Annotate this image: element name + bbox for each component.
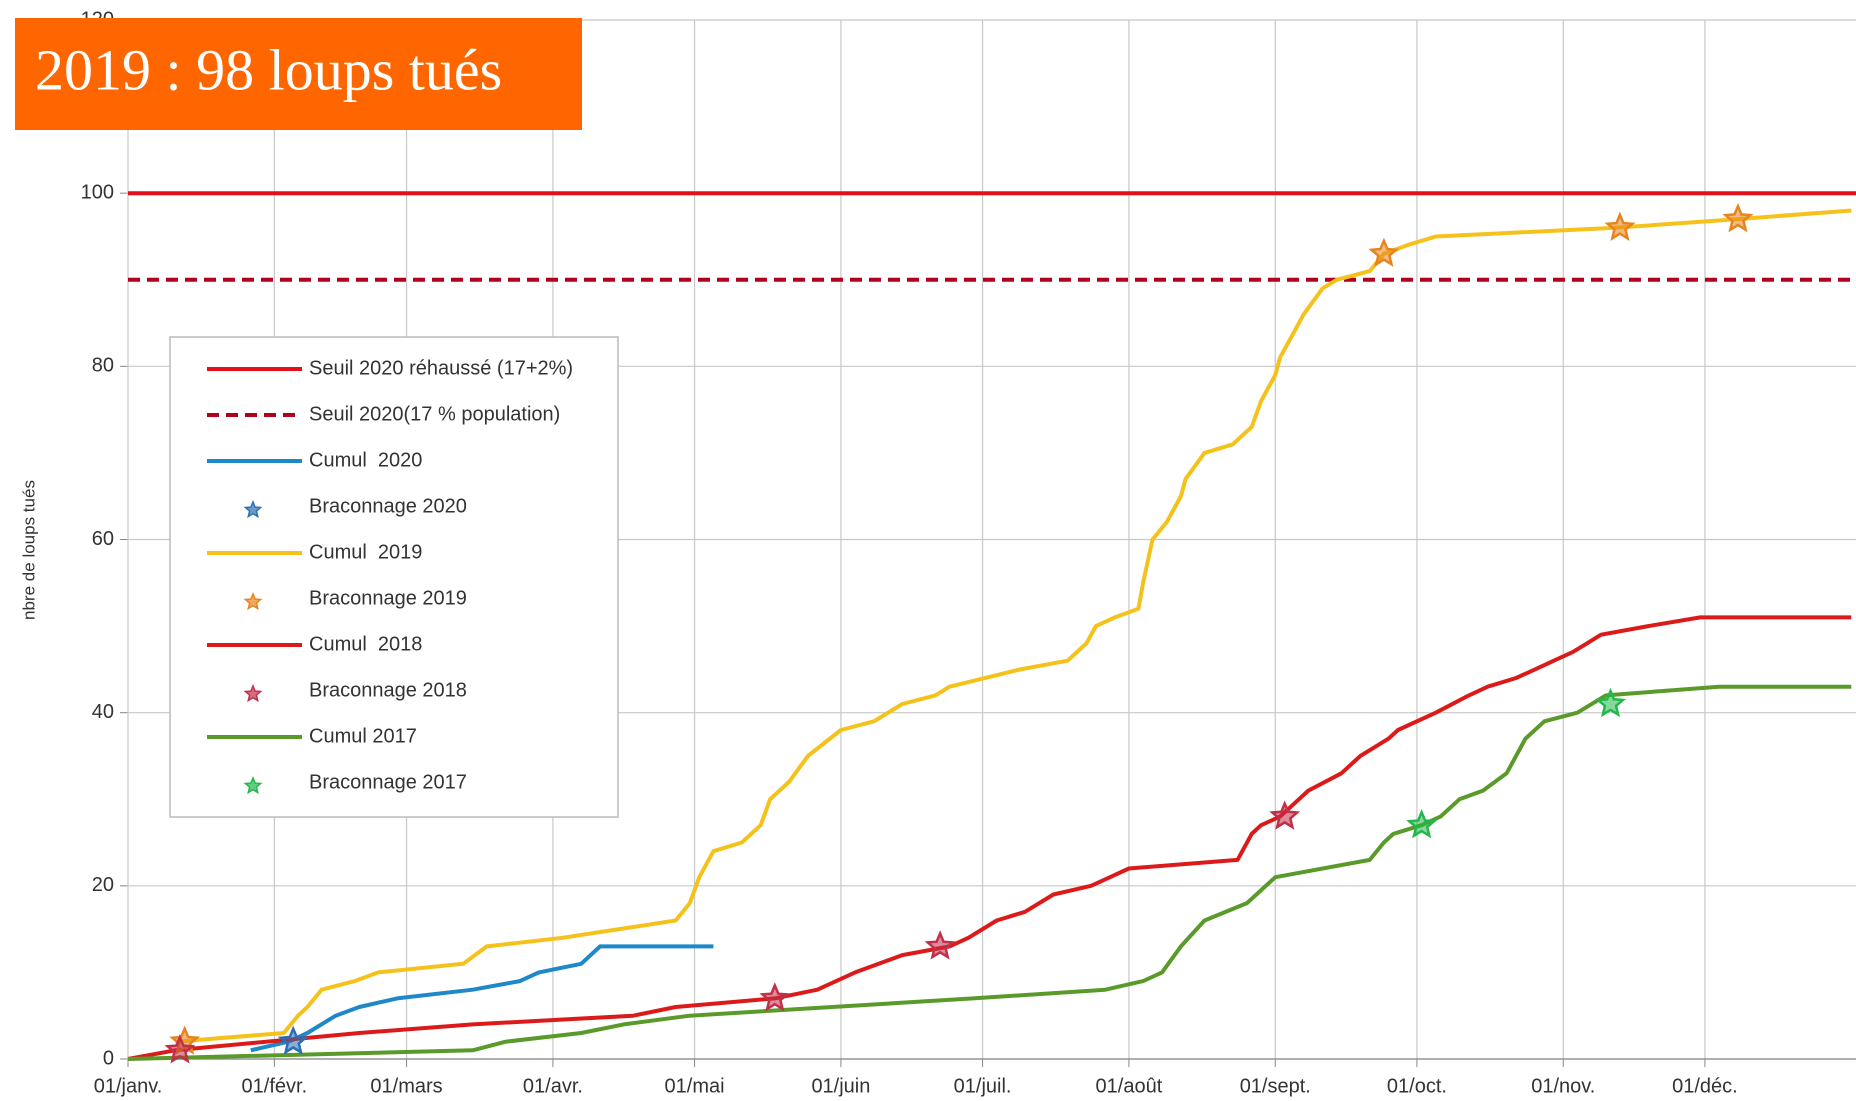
y-tick-label: 60 — [92, 528, 114, 550]
x-tick-label: 01/mars — [370, 1075, 442, 1097]
x-tick-label: 01/févr. — [242, 1075, 308, 1097]
legend-label: Cumul 2017 — [309, 725, 417, 747]
series-line — [175, 208, 1852, 1044]
star-marker — [1604, 211, 1636, 241]
x-tick-label: 01/janv. — [94, 1075, 163, 1097]
legend-label: Cumul 2019 — [309, 541, 422, 563]
series-line — [127, 684, 1852, 1061]
x-tick-label: 01/juil. — [954, 1075, 1012, 1097]
legend-swatch — [243, 500, 263, 519]
y-tick-label: 100 — [81, 181, 114, 203]
legend-label: Seuil 2020(17 % population) — [309, 403, 560, 425]
x-tick-label: 01/déc. — [1672, 1075, 1738, 1097]
x-tick-label: 01/sept. — [1240, 1075, 1311, 1097]
legend-swatch — [243, 592, 263, 611]
series-line — [250, 944, 714, 1053]
x-tick-label: 01/mai — [665, 1075, 725, 1097]
legend-label: Braconnage 2017 — [309, 771, 467, 793]
annotation-box — [15, 18, 582, 130]
y-tick-label: 80 — [92, 355, 114, 377]
y-tick-label: 0 — [103, 1047, 114, 1069]
legend-label: Braconnage 2020 — [309, 495, 467, 517]
legend-swatch — [243, 776, 263, 795]
legend-label: Cumul 2020 — [309, 449, 422, 471]
star-marker — [277, 1025, 309, 1055]
legend-swatch — [243, 684, 263, 703]
star-marker — [1368, 237, 1400, 267]
x-tick-label: 01/avr. — [523, 1075, 583, 1097]
x-tick-label: 01/août — [1096, 1075, 1163, 1097]
star-marker — [1269, 800, 1301, 830]
x-tick-label: 01/nov. — [1531, 1075, 1595, 1097]
star-marker — [164, 1034, 196, 1064]
legend-label: Cumul 2018 — [309, 633, 422, 655]
series-line — [127, 615, 1852, 1061]
y-axis-label: nbre de loups tués — [19, 480, 38, 620]
legend-label: Seuil 2020 réhaussé (17+2%) — [309, 357, 573, 379]
legend-label: Braconnage 2019 — [309, 587, 467, 609]
legend-label: Braconnage 2018 — [309, 679, 467, 701]
x-tick-label: 01/juin — [811, 1075, 870, 1097]
star-marker — [924, 930, 956, 960]
y-tick-label: 20 — [92, 874, 114, 896]
star-marker — [1594, 687, 1627, 718]
star-marker — [759, 982, 791, 1012]
star-marker — [1722, 202, 1754, 233]
x-tick-label: 01/oct. — [1387, 1075, 1447, 1097]
star-marker — [1406, 808, 1438, 839]
annotation: 2019 : 98 loups tués — [35, 37, 502, 102]
y-tick-label: 40 — [92, 701, 114, 723]
